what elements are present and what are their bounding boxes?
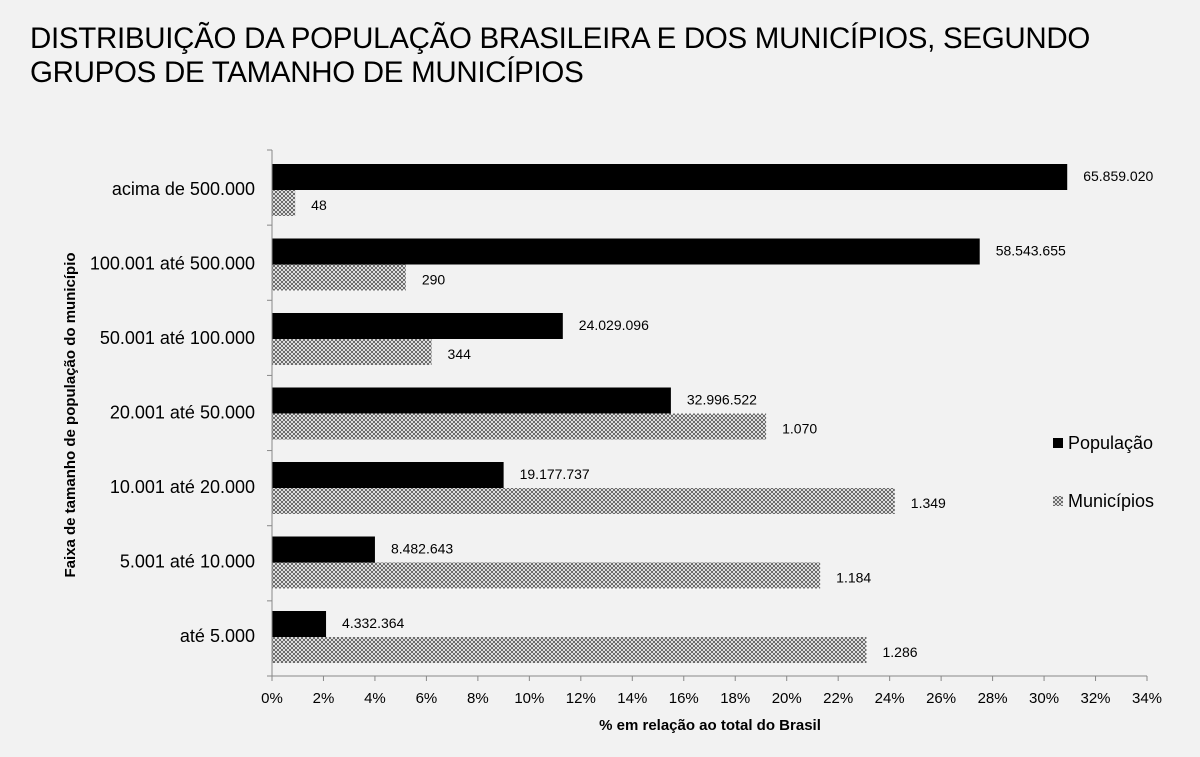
data-label-municipios: 344: [448, 346, 472, 362]
x-tick-label: 10%: [514, 690, 544, 707]
category-label: 10.001 até 20.000: [110, 477, 255, 497]
category-label: acima de 500.000: [112, 179, 255, 199]
x-tick-label: 0%: [261, 690, 283, 707]
data-label-populacao: 4.332.364: [342, 615, 404, 631]
legend-swatch-populacao: [1053, 438, 1063, 448]
x-tick-label: 34%: [1132, 690, 1162, 707]
data-label-populacao: 24.029.096: [579, 317, 649, 333]
data-label-municipios: 48: [311, 197, 327, 213]
data-label-populacao: 65.859.020: [1083, 168, 1153, 184]
bar-populacao: [272, 164, 1068, 190]
x-tick-label: 16%: [669, 690, 699, 707]
x-tick-label: 20%: [772, 690, 802, 707]
data-label-municipios: 1.184: [836, 570, 871, 586]
x-tick-label: 4%: [364, 690, 386, 707]
x-axis-title: % em relação ao total do Brasil: [599, 717, 821, 734]
category-label: 20.001 até 50.000: [110, 403, 255, 423]
bar-municipios: [272, 413, 767, 440]
x-tick-label: 14%: [617, 690, 647, 707]
chart-title: DISTRIBUIÇÃO DA POPULAÇÃO BRASILEIRA E D…: [30, 22, 1091, 89]
x-tick-label: 26%: [926, 690, 956, 707]
x-tick-label: 18%: [720, 690, 750, 707]
bar-municipios: [272, 488, 895, 514]
data-label-populacao: 58.543.655: [996, 243, 1066, 259]
legend: População Municípios: [1053, 433, 1154, 511]
bar-municipios: [272, 339, 432, 365]
bar-populacao: [272, 387, 671, 414]
legend-label-municipios: Municípios: [1068, 491, 1154, 511]
bar-municipios: [272, 637, 867, 663]
category-label: 100.001 até 500.000: [90, 254, 255, 274]
bar-populacao: [272, 462, 504, 488]
bar-municipios: [272, 190, 296, 216]
data-label-municipios: 1.349: [911, 495, 946, 511]
data-label-populacao: 8.482.643: [391, 541, 453, 557]
bar-populacao: [272, 238, 980, 265]
bar-populacao: [272, 536, 375, 563]
x-tick-label: 22%: [823, 690, 853, 707]
category-label: 50.001 até 100.000: [100, 328, 255, 348]
x-tick-label: 30%: [1029, 690, 1059, 707]
x-tick-label: 6%: [416, 690, 438, 707]
x-tick-label: 8%: [467, 690, 489, 707]
data-label-populacao: 32.996.522: [687, 392, 757, 408]
y-axis-title: Faixa de tamanho de população do municíp…: [62, 252, 79, 577]
x-tick-label: 24%: [875, 690, 905, 707]
legend-swatch-municipios: [1053, 496, 1063, 506]
category-label: até 5.000: [180, 626, 255, 646]
x-tick-label: 28%: [978, 690, 1008, 707]
data-label-populacao: 19.177.737: [520, 466, 590, 482]
data-label-municipios: 1.070: [782, 421, 817, 437]
bar-populacao: [272, 611, 327, 637]
x-tick-label: 32%: [1081, 690, 1111, 707]
category-label: 5.001 até 10.000: [120, 552, 255, 572]
legend-label-populacao: População: [1068, 433, 1153, 453]
x-tick-label: 2%: [313, 690, 335, 707]
data-label-municipios: 1.286: [882, 644, 917, 660]
bar-populacao: [272, 313, 563, 339]
bar-municipios: [272, 562, 821, 589]
x-tick-label: 12%: [566, 690, 596, 707]
bar-municipios: [272, 264, 406, 291]
data-label-municipios: 290: [422, 272, 446, 288]
